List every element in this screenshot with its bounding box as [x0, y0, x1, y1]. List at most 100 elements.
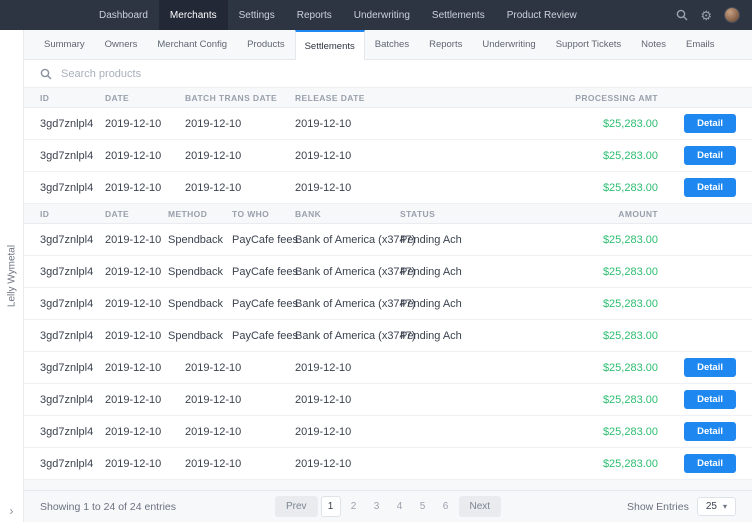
nav-merchants[interactable]: Merchants — [159, 0, 228, 30]
cell-id: 3gd7znlpl4 — [40, 234, 105, 246]
cell-amount: $25,283.00 — [548, 266, 658, 278]
gear-icon[interactable]: ⚙ — [700, 9, 712, 22]
cell-batch-trans-date: 2019-12-10 — [185, 394, 295, 406]
prev-button[interactable]: Prev — [275, 496, 318, 517]
detail-button[interactable]: Detail — [684, 358, 736, 377]
cell-processing-amt: $25,283.00 — [548, 426, 658, 438]
detail-button[interactable]: Detail — [684, 422, 736, 441]
tab-underwriting[interactable]: Underwriting — [472, 30, 545, 59]
cell-processing-amt: $25,283.00 — [548, 362, 658, 374]
cell-id: 3gd7znlpl4 — [40, 394, 105, 406]
chevron-down-icon: ▾ — [723, 502, 727, 511]
cell-processing-amt: $25,283.00 — [548, 182, 658, 194]
detail-button[interactable]: Detail — [684, 390, 736, 409]
navbar-actions: ⚙ — [676, 0, 752, 30]
page-button-3[interactable]: 3 — [367, 496, 387, 517]
show-entries: Show Entries 25 ▾ — [627, 497, 736, 516]
settlement-row: 3gd7znlpl4 2019-12-10 2019-12-10 2019-12… — [24, 448, 752, 480]
cell-to-who: PayCafe fees — [232, 266, 295, 278]
col-method: METHOD — [168, 209, 232, 219]
page-button-2[interactable]: 2 — [344, 496, 364, 517]
cell-date: 2019-12-10 — [105, 150, 185, 162]
col-release-date: RELEASE DATE — [295, 93, 548, 103]
tab-products[interactable]: Products — [237, 30, 295, 59]
tab-settlements[interactable]: Settlements — [295, 30, 365, 60]
merchant-tabbar: Summary Owners Merchant Config Products … — [24, 30, 752, 60]
col-processing-amt: PROCESSING AMT — [548, 93, 658, 103]
nav-underwriting[interactable]: Underwriting — [343, 0, 421, 30]
col-batch-trans-date: BATCH TRANS DATE — [185, 93, 295, 103]
cell-id: 3gd7znlpl4 — [40, 182, 105, 194]
cell-release-date: 2019-12-10 — [295, 458, 548, 470]
cell-method: Spendback — [168, 330, 232, 342]
cell-method: Spendback — [168, 298, 232, 310]
col-date: DATE — [105, 93, 185, 103]
cell-batch-trans-date: 2019-12-10 — [185, 150, 295, 162]
col-date: DATE — [105, 209, 168, 219]
cell-date: 2019-12-10 — [105, 458, 185, 470]
cell-status: Pending Ach — [400, 234, 548, 246]
page-button-1[interactable]: 1 — [321, 496, 341, 517]
cell-release-date: 2019-12-10 — [295, 394, 548, 406]
cell-date: 2019-12-10 — [105, 298, 168, 310]
cell-processing-amt: $25,283.00 — [548, 118, 658, 130]
main-panel: Summary Owners Merchant Config Products … — [24, 30, 752, 522]
col-to-who: TO WHO — [232, 209, 295, 219]
cell-release-date: 2019-12-10 — [295, 150, 548, 162]
tab-summary[interactable]: Summary — [34, 30, 95, 59]
cell-id: 3gd7znlpl4 — [40, 458, 105, 470]
settlements-table-header: ID DATE BATCH TRANS DATE RELEASE DATE PR… — [24, 88, 752, 108]
cell-id: 3gd7znlpl4 — [40, 362, 105, 374]
detail-button[interactable]: Detail — [684, 114, 736, 133]
page-button-6[interactable]: 6 — [436, 496, 456, 517]
show-entries-label: Show Entries — [627, 501, 689, 513]
nav-settings[interactable]: Settings — [228, 0, 286, 30]
nav-reports[interactable]: Reports — [286, 0, 343, 30]
cell-processing-amt: $25,283.00 — [548, 458, 658, 470]
next-button[interactable]: Next — [459, 496, 502, 517]
detail-button[interactable]: Detail — [684, 454, 736, 473]
cell-batch-trans-date: 2019-12-10 — [185, 426, 295, 438]
page-button-5[interactable]: 5 — [413, 496, 433, 517]
tab-owners[interactable]: Owners — [95, 30, 148, 59]
entries-value: 25 — [706, 501, 717, 512]
nav-dashboard[interactable]: Dashboard — [88, 0, 159, 30]
tab-merchant-config[interactable]: Merchant Config — [147, 30, 237, 59]
search-input[interactable] — [61, 68, 381, 80]
cell-id: 3gd7znlpl4 — [40, 298, 105, 310]
cell-method: Spendback — [168, 234, 232, 246]
cell-to-who: PayCafe fees — [232, 234, 295, 246]
detail-button[interactable]: Detail — [684, 146, 736, 165]
nav-product-review[interactable]: Product Review — [496, 0, 588, 30]
expand-rail-icon[interactable]: › — [10, 505, 14, 517]
cell-date: 2019-12-10 — [105, 118, 185, 130]
page-button-4[interactable]: 4 — [390, 496, 410, 517]
tab-emails[interactable]: Emails — [676, 30, 725, 59]
avatar[interactable] — [724, 7, 740, 23]
cell-to-who: PayCafe fees — [232, 298, 295, 310]
tab-support-tickets[interactable]: Support Tickets — [546, 30, 631, 59]
cell-bank: Bank of America (x3747) — [295, 330, 400, 342]
tab-reports[interactable]: Reports — [419, 30, 472, 59]
cell-amount: $25,283.00 — [548, 234, 658, 246]
merchant-name-vertical: Lelly Wymetal — [6, 245, 17, 307]
settlement-row: 3gd7znlpl4 2019-12-10 2019-12-10 2019-12… — [24, 384, 752, 416]
cell-date: 2019-12-10 — [105, 234, 168, 246]
cell-date: 2019-12-10 — [105, 394, 185, 406]
settlement-row: 3gd7znlpl4 2019-12-10 2019-12-10 2019-12… — [24, 140, 752, 172]
entries-select[interactable]: 25 ▾ — [697, 497, 736, 516]
settlements-content: ID DATE BATCH TRANS DATE RELEASE DATE PR… — [24, 88, 752, 490]
detail-button[interactable]: Detail — [684, 178, 736, 197]
cell-bank: Bank of America (x3747) — [295, 234, 400, 246]
top-navbar: Dashboard Merchants Settings Reports Und… — [0, 0, 752, 30]
search-icon[interactable] — [676, 9, 688, 21]
settlement-row: 3gd7znlpl4 2019-12-10 2019-12-10 2019-12… — [24, 352, 752, 384]
cell-date: 2019-12-10 — [105, 426, 185, 438]
tab-notes[interactable]: Notes — [631, 30, 676, 59]
col-id: ID — [40, 209, 105, 219]
col-id: ID — [40, 93, 105, 103]
tab-batches[interactable]: Batches — [365, 30, 419, 59]
entries-summary: Showing 1 to 24 of 24 entries — [40, 501, 176, 513]
cell-batch-trans-date: 2019-12-10 — [185, 118, 295, 130]
nav-settlements[interactable]: Settlements — [421, 0, 496, 30]
